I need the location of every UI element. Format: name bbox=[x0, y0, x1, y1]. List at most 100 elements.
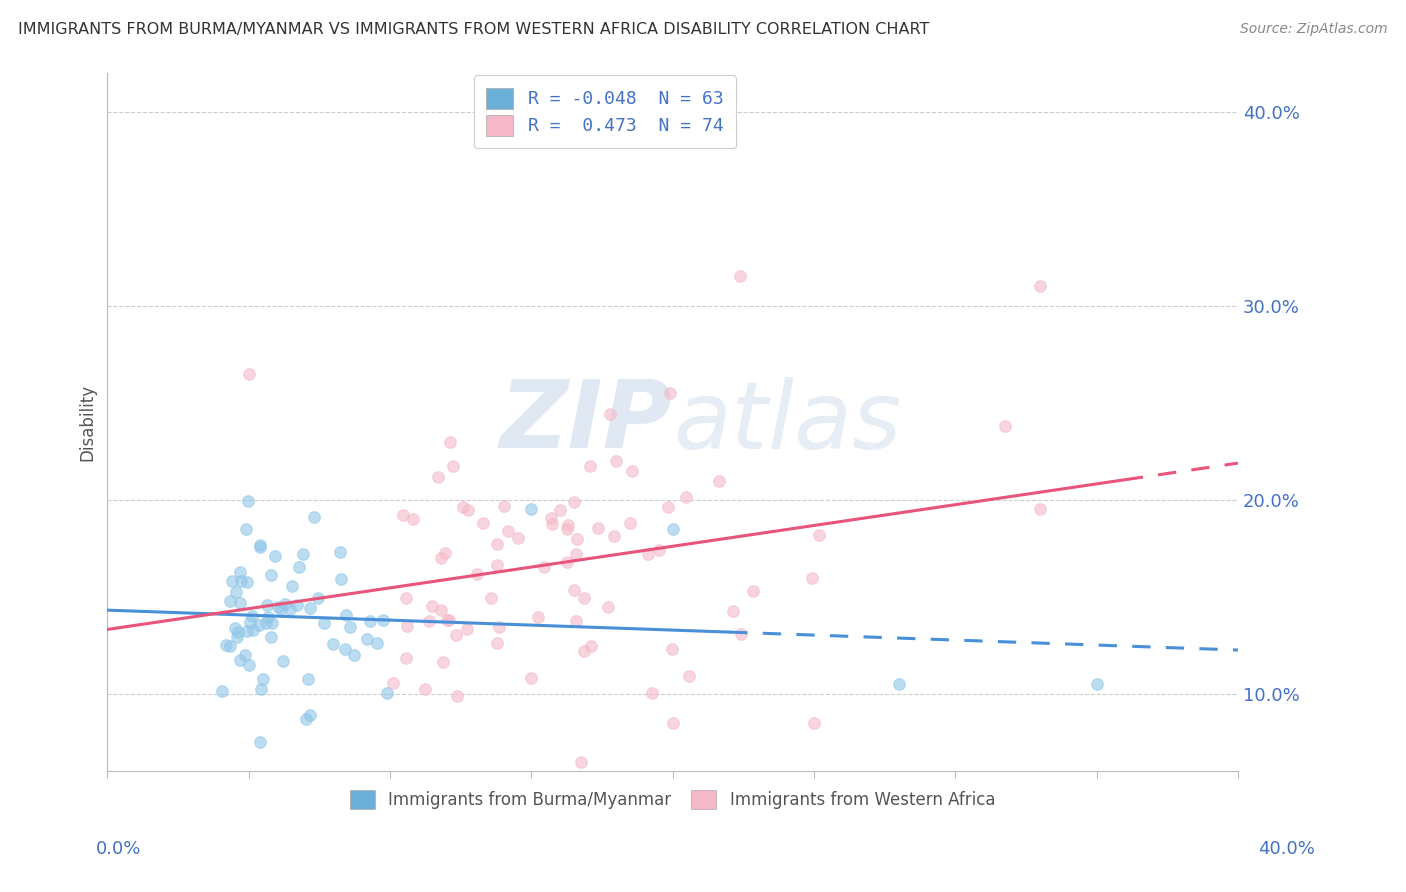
Point bbox=[366, 636, 388, 650]
Point bbox=[429, 551, 451, 566]
Point bbox=[605, 454, 627, 468]
Point bbox=[586, 521, 609, 535]
Point bbox=[486, 537, 509, 551]
Point bbox=[520, 502, 543, 516]
Point bbox=[571, 755, 593, 769]
Point bbox=[418, 614, 440, 628]
Point bbox=[540, 510, 562, 524]
Point bbox=[565, 614, 588, 628]
Point bbox=[678, 669, 700, 683]
Point bbox=[432, 655, 454, 669]
Point bbox=[371, 613, 394, 627]
Point bbox=[707, 474, 730, 488]
Point bbox=[381, 675, 404, 690]
Point bbox=[562, 494, 585, 508]
Point bbox=[236, 494, 259, 508]
Point bbox=[721, 604, 744, 618]
Point bbox=[226, 624, 249, 639]
Y-axis label: Disability: Disability bbox=[79, 384, 96, 461]
Point bbox=[252, 672, 274, 686]
Point bbox=[675, 490, 697, 504]
Point bbox=[661, 522, 683, 536]
Text: atlas: atlas bbox=[672, 376, 901, 467]
Point bbox=[479, 591, 502, 605]
Point bbox=[619, 516, 641, 530]
Point bbox=[267, 600, 290, 615]
Point bbox=[488, 620, 510, 634]
Point bbox=[242, 624, 264, 638]
Point bbox=[506, 531, 529, 545]
Point bbox=[394, 651, 416, 665]
Point bbox=[803, 715, 825, 730]
Point bbox=[233, 648, 256, 662]
Point bbox=[457, 502, 479, 516]
Point bbox=[465, 566, 488, 581]
Point bbox=[375, 686, 398, 700]
Point bbox=[395, 591, 418, 606]
Point bbox=[224, 621, 246, 635]
Point bbox=[219, 593, 242, 607]
Point bbox=[359, 614, 381, 628]
Point bbox=[572, 643, 595, 657]
Legend: Immigrants from Burma/Myanmar, Immigrants from Western Africa: Immigrants from Burma/Myanmar, Immigrant… bbox=[343, 783, 1002, 815]
Point bbox=[333, 641, 356, 656]
Point bbox=[637, 547, 659, 561]
Point bbox=[229, 596, 252, 610]
Point bbox=[446, 628, 468, 642]
Point bbox=[250, 682, 273, 697]
Point bbox=[420, 599, 443, 614]
Point bbox=[236, 624, 259, 639]
Point bbox=[603, 529, 626, 543]
Point bbox=[235, 575, 257, 590]
Point bbox=[221, 574, 243, 588]
Point bbox=[472, 516, 495, 531]
Point bbox=[800, 571, 823, 585]
Point bbox=[256, 599, 278, 613]
Point bbox=[257, 610, 280, 624]
Point bbox=[564, 547, 586, 561]
Text: IMMIGRANTS FROM BURMA/MYANMAR VS IMMIGRANTS FROM WESTERN AFRICA DISABILITY CORRE: IMMIGRANTS FROM BURMA/MYANMAR VS IMMIGRA… bbox=[18, 22, 929, 37]
Point bbox=[401, 512, 423, 526]
Point bbox=[312, 615, 335, 630]
Text: Source: ZipAtlas.com: Source: ZipAtlas.com bbox=[1240, 22, 1388, 37]
Point bbox=[658, 386, 681, 401]
Point bbox=[264, 549, 287, 563]
Point bbox=[557, 517, 579, 532]
Point bbox=[456, 622, 478, 636]
Point bbox=[249, 735, 271, 749]
Point bbox=[661, 715, 683, 730]
Point bbox=[225, 585, 247, 599]
Point bbox=[262, 616, 284, 631]
Point bbox=[730, 269, 752, 284]
Point bbox=[287, 598, 309, 612]
Point bbox=[229, 574, 252, 588]
Point bbox=[1029, 502, 1052, 516]
Point bbox=[550, 503, 572, 517]
Point bbox=[486, 558, 509, 572]
Point bbox=[270, 602, 292, 616]
Point bbox=[887, 677, 910, 691]
Point bbox=[436, 613, 458, 627]
Point bbox=[299, 601, 322, 615]
Point bbox=[1085, 677, 1108, 691]
Point bbox=[288, 559, 311, 574]
Point bbox=[271, 654, 294, 668]
Point bbox=[260, 567, 283, 582]
Point bbox=[565, 532, 588, 546]
Point bbox=[413, 682, 436, 697]
Point bbox=[335, 608, 357, 623]
Point bbox=[730, 627, 752, 641]
Point bbox=[274, 598, 297, 612]
Point bbox=[329, 545, 352, 559]
Point bbox=[555, 556, 578, 570]
Point bbox=[260, 631, 283, 645]
Point bbox=[439, 434, 461, 449]
Point bbox=[441, 458, 464, 473]
Point bbox=[555, 522, 578, 536]
Point bbox=[330, 572, 353, 586]
Point bbox=[299, 708, 322, 723]
Point bbox=[427, 470, 450, 484]
Text: 0.0%: 0.0% bbox=[96, 840, 141, 858]
Point bbox=[599, 408, 621, 422]
Point bbox=[579, 458, 602, 473]
